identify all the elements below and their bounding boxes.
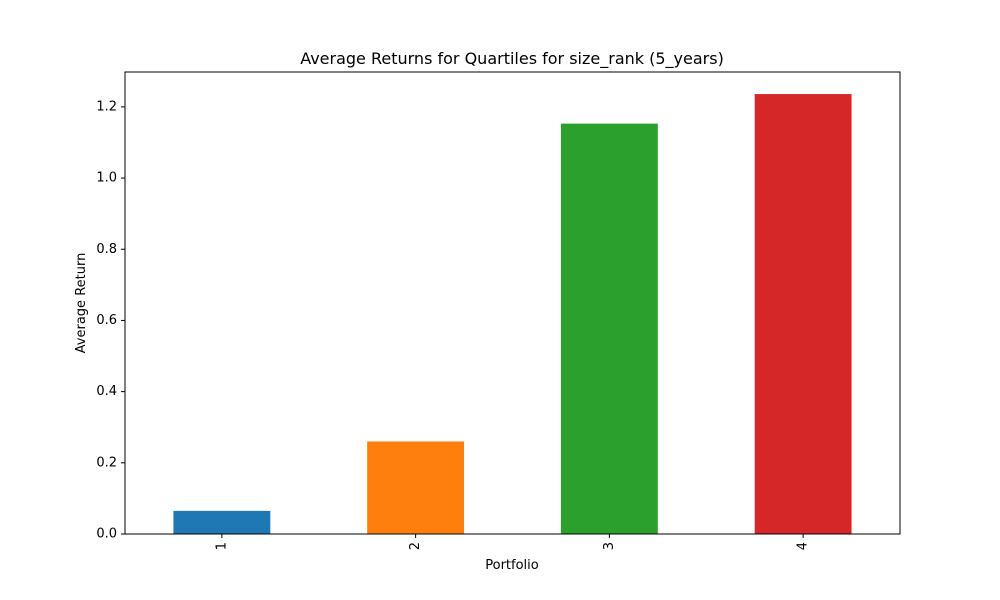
y-tick-label: 0.8 [96, 242, 117, 257]
y-tick-label: 0.6 [96, 313, 117, 328]
y-tick-label: 1.2 [96, 99, 117, 114]
x-tick-label: 3 [602, 542, 617, 550]
x-axis: 1 2 3 4 [214, 534, 811, 550]
chart-title: Average Returns for Quartiles for size_r… [300, 49, 724, 69]
plot-frame [124, 71, 901, 535]
bar-1 [173, 510, 271, 534]
bar-3 [560, 123, 658, 534]
x-tick-label: 2 [408, 542, 423, 550]
bars-layer [173, 94, 852, 534]
x-tick-label: 4 [796, 542, 811, 550]
y-tick-label: 0.0 [96, 527, 117, 542]
y-tick-label: 0.4 [96, 384, 117, 399]
y-axis: 0.0 0.2 0.4 0.6 0.8 1.0 1.2 [96, 99, 125, 542]
y-axis-label: Average Return [74, 253, 89, 354]
x-axis-label: Portfolio [485, 558, 539, 573]
bar-4 [754, 94, 852, 534]
bar-2 [367, 441, 465, 534]
y-tick-label: 0.2 [96, 455, 117, 470]
x-tick-label: 1 [214, 542, 229, 550]
y-tick-label: 1.0 [96, 171, 117, 186]
